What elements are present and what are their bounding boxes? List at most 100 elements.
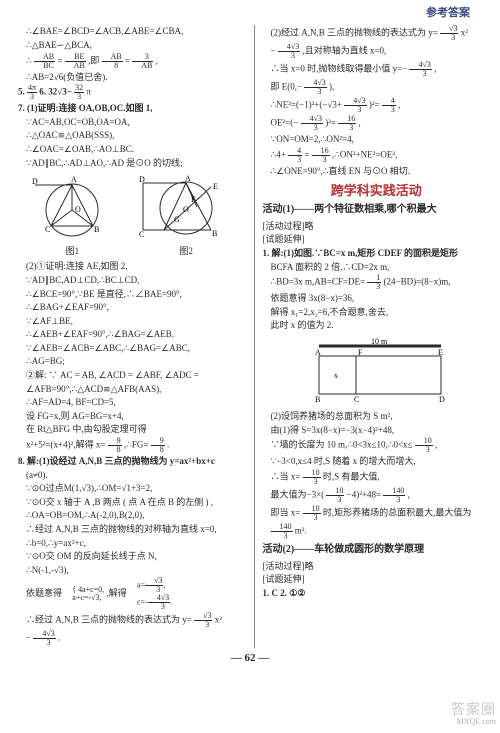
- watermark: 答案圈 MXQE.com: [451, 703, 496, 727]
- figure-1-label: 图1: [27, 245, 117, 258]
- text-line: ∵AC=AB,OC=OB,OA=OA,: [18, 116, 246, 129]
- svg-text:C: C: [354, 395, 359, 404]
- text-line: ∴∠ONE=90°,∴直线 EN 与⊙O 相切.: [263, 165, 491, 178]
- svg-text:E: E: [213, 182, 218, 191]
- text-line: 8. 解:(1)设经过 A,N,B 三点的抛物线为 y=ax²+bx+c: [18, 455, 246, 468]
- text-line: ∴b=0,∴y=ax²+c,: [18, 537, 246, 550]
- text-line: [活动过程]略: [263, 560, 491, 573]
- text-line: 依题意得 3x(8−x)=36,: [263, 292, 491, 305]
- svg-text:B: B: [94, 225, 99, 234]
- text-line: [试题延伸]: [263, 573, 491, 586]
- text-line: ∴N(-1,-√3),: [18, 564, 246, 577]
- svg-text:D: D: [32, 177, 38, 186]
- text-line: − 4√33 .: [18, 630, 246, 647]
- text-line: ∠AFB=90°,∴△ACD≌△AFB(AAS),: [18, 383, 246, 396]
- text-line: ∵⊙O交 OM 的反向延长线于点 N,: [18, 550, 246, 563]
- text-line: ∵⊙O过点M(1,√3),∴OM=√1+3=2,: [18, 482, 246, 495]
- svg-text:E: E: [438, 348, 443, 357]
- text-line: ∵墙的长度为 10 m,∴0<3x≤10,∴0<x≤ 103 ,: [263, 437, 491, 454]
- svg-text:A: A: [315, 348, 321, 357]
- text-line: 1. 解:(1)如图.∵BC=x m,矩形 CDEF 的面积是矩形: [263, 247, 491, 260]
- header-title: 参考答案: [0, 0, 500, 25]
- text-line: 1403 m².: [263, 523, 491, 540]
- figure-1: D A O C B 图1: [27, 172, 117, 257]
- text-line: ∴4+ 43 = 163 ,∴ON²+NE²=OE²,: [263, 147, 491, 164]
- text-line: (2)设饲养猪场的总面积为 S m²,: [263, 410, 491, 423]
- column-divider: [254, 25, 255, 648]
- svg-text:D: D: [439, 395, 445, 404]
- text-line: ∴AB=2√6(负值已舍).: [18, 71, 246, 84]
- text-line: x²+5²=(x+4)²,解得 x= 98 ,∴FG= 98 .: [18, 437, 246, 454]
- text-line: 5. 4π3 6. 32√3− 323 π: [18, 84, 246, 101]
- page-number: — 62 —: [0, 651, 500, 666]
- text-line: 解得 x₁=2,x₂=6,不合题意,舍去,: [263, 306, 491, 319]
- svg-text:A: A: [185, 174, 191, 183]
- svg-text:C: C: [45, 225, 50, 234]
- text-line: 由(1)得 S=3x(8−x)=−3(x−4)²+48,: [263, 424, 491, 437]
- text-line: − 4√33 ,且对称轴为直线 x=0,: [263, 43, 491, 60]
- text-line: ∴∠OAC=∠OAB,∴AO⊥BC.: [18, 143, 246, 156]
- text-line: ∴ ABBC = BEAB ,即 AB8 = 3AB ,: [18, 53, 246, 70]
- text-line: ∴AF=AD=4, BF=CD=5,: [18, 396, 246, 409]
- svg-text:F: F: [191, 195, 196, 204]
- text-line: ∴当 x= 103 时,S 有最大值,: [263, 469, 491, 486]
- text-line: ∴OA=OB=OM,∴A(-2,0),B(2,0),: [18, 509, 246, 522]
- svg-text:B: B: [315, 395, 320, 404]
- text-line: ∴∠BAG+∠EAF=90°,: [18, 301, 246, 314]
- left-column: ∴∠BAE=∠BCD=∠ACB,∠ABE=∠CBA, ∴△BAE∽△BCA, ∴…: [18, 25, 246, 648]
- text-line: 7. (1)证明:连接 OA,OB,OC.如图 1,: [18, 102, 246, 115]
- text-line: ∵AD∥BC,AD⊥CD,∴BC⊥CD,: [18, 274, 246, 287]
- svg-text:O: O: [75, 205, 81, 214]
- text-line: 设 FG=x,则 AG=BG=x+4,: [18, 410, 246, 423]
- text-line: [试题延伸]: [263, 233, 491, 246]
- text-line: ∴NE²=(−1)²+(−√3+ 4√33 )²= 43 ,: [263, 97, 491, 114]
- text-line: ∴经过 A,N,B 三点的抛物线的对称轴为直线 x=0,: [18, 523, 246, 536]
- text-line: (2)①证明:连接 AE,如图 2,: [18, 260, 246, 273]
- text-line: ∴△OAC≌△OAB(SSS),: [18, 129, 246, 142]
- svg-text:A: A: [71, 175, 77, 184]
- svg-text:C: C: [139, 230, 144, 239]
- section-title: 跨学科实践活动: [263, 182, 491, 200]
- text-line: ∵∠AF⊥BE,: [18, 315, 246, 328]
- text-line: ∴∠BCE=90°,∵BE 是直径,∴∠BAE=90°,: [18, 288, 246, 301]
- activity-2-title: 活动(2)——车轮做成圆形的数学原理: [263, 543, 491, 557]
- figure-row: D A O C B 图1: [18, 172, 246, 257]
- text-line: (2)经过 A,N,B 三点的抛物线的表达式为 y= √33 x²: [263, 25, 491, 42]
- text-line: (a≠0).: [18, 469, 246, 482]
- svg-text:F: F: [358, 348, 363, 357]
- text-line: 依题意得 { 4a+c=0, a+c=-√3, ,解得 a=√33, c=-4√…: [18, 577, 246, 611]
- text-line: 此时 x 的值为 2.: [263, 319, 491, 332]
- text-line: ∴经过 A,N,B 三点的抛物线的表达式为 y= √33 x²: [18, 612, 246, 629]
- right-column: (2)经过 A,N,B 三点的抛物线的表达式为 y= √33 x² − 4√33…: [263, 25, 491, 648]
- text-line: ②解: ∵ AC = AB, ∠ACD = ∠ABF, ∠ADC =: [18, 369, 246, 382]
- text-line: 在 Rt△BFG 中,由勾股定理可得: [18, 423, 246, 436]
- text-line: ∵∠AEB=∠ACB=∠ABC,∴∠BAG=∠ABC,: [18, 342, 246, 355]
- activity-1-title: 活动(1)——两个特征数相乘,哪个积最大: [263, 203, 491, 217]
- text-line: ∴AG=BG;: [18, 355, 246, 368]
- text-line: 即 E(0,− 4√33 ),: [263, 79, 491, 96]
- text-line: OE²=(− 4√33 )²= 163 ,: [263, 115, 491, 132]
- svg-text:10 m: 10 m: [371, 337, 388, 346]
- rectangle-figure: 10 m A F E B C D x: [301, 336, 451, 406]
- svg-text:G: G: [174, 215, 180, 224]
- figure-2-label: 图2: [136, 245, 236, 258]
- text-line: 即当 x= 103 时,矩形养猪场的总面积最大,最大值为: [263, 505, 491, 522]
- svg-text:O: O: [183, 205, 189, 214]
- text-line: BCFA 面积的 2 倍,∴CD=2x m,: [263, 261, 491, 274]
- text-line: ∴∠AEB+∠EAF=90°,∴∠BAG=∠AEB.: [18, 328, 246, 341]
- text-line: ∵AD∥BC,∴AD⊥AO,∴AD 是⊙O 的切线;: [18, 157, 246, 170]
- text-line: [活动过程]略: [263, 220, 491, 233]
- page-content: ∴∠BAE=∠BCD=∠ACB,∠ABE=∠CBA, ∴△BAE∽△BCA, ∴…: [0, 25, 500, 648]
- svg-text:D: D: [139, 175, 145, 184]
- text-line: ∵⊙O交 x 轴于 A ,B 两点 ( 点 A 在点 B 的左侧 ) ,: [18, 496, 246, 509]
- text-line: ∵ON=OM=2,∴ON²=4,: [263, 133, 491, 146]
- text-line: ∴当 x=0 时,抛物线取得最小值 y=− 4√33 ,: [263, 61, 491, 78]
- text-line: ∴△BAE∽△BCA,: [18, 39, 246, 52]
- text-line: ∴∠BAE=∠BCD=∠ACB,∠ABE=∠CBA,: [18, 25, 246, 38]
- text-line: ∴BD=3x m,AB=CF=DE= 13 (24−BD)=(8−x)m,: [263, 274, 491, 291]
- svg-text:x: x: [334, 371, 338, 380]
- figure-2: D A E F O G C B 图2: [136, 172, 236, 257]
- svg-text:B: B: [212, 229, 217, 238]
- text-line: 1. C 2. ①②: [263, 587, 491, 600]
- text-line: ∵−3<0,x≤4 时,S 随着 x 的增大而增大,: [263, 455, 491, 468]
